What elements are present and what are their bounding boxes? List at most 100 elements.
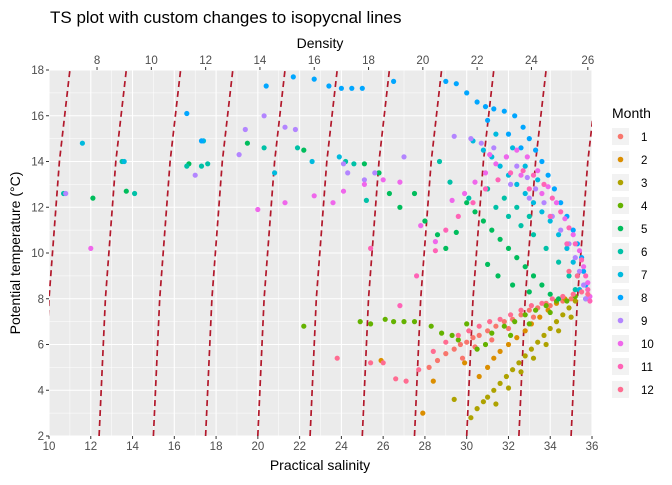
series-4 bbox=[301, 293, 578, 352]
grid-lines bbox=[48, 69, 593, 437]
data-point bbox=[261, 113, 267, 119]
data-point bbox=[472, 179, 478, 185]
data-point bbox=[541, 181, 547, 187]
data-point bbox=[453, 229, 459, 235]
data-point bbox=[520, 168, 526, 174]
data-point bbox=[489, 330, 495, 336]
data-point bbox=[535, 339, 541, 345]
data-point bbox=[549, 195, 555, 201]
data-point bbox=[514, 335, 520, 341]
legend-swatch bbox=[617, 225, 624, 232]
data-point bbox=[518, 307, 524, 313]
data-point bbox=[501, 319, 507, 325]
data-point bbox=[311, 193, 317, 199]
data-point bbox=[547, 309, 553, 316]
data-point bbox=[338, 85, 344, 91]
data-point bbox=[470, 200, 476, 206]
isopycnal-line bbox=[256, 70, 286, 436]
data-point bbox=[547, 291, 553, 297]
data-point bbox=[535, 177, 541, 183]
data-point bbox=[393, 376, 399, 382]
data-point bbox=[579, 289, 585, 295]
data-point bbox=[524, 174, 530, 181]
density-tick-label: 8 bbox=[94, 55, 100, 67]
data-point bbox=[345, 170, 351, 176]
data-point bbox=[497, 163, 503, 169]
data-point bbox=[326, 83, 332, 89]
data-point bbox=[560, 293, 566, 300]
isopycnal-line bbox=[518, 70, 547, 436]
y-tick-label: 16 bbox=[31, 111, 44, 123]
data-point bbox=[547, 303, 553, 309]
data-point bbox=[372, 170, 378, 176]
data-point bbox=[401, 154, 407, 160]
isopycnal-line bbox=[49, 70, 71, 318]
x-tick-label: 32 bbox=[502, 441, 515, 453]
data-point bbox=[491, 387, 497, 393]
data-point bbox=[493, 131, 499, 137]
data-point bbox=[464, 339, 470, 345]
data-point bbox=[526, 307, 532, 313]
data-point bbox=[474, 99, 480, 105]
isopycnal-group bbox=[49, 70, 592, 436]
x-tick-label: 26 bbox=[377, 441, 390, 453]
legend-swatch bbox=[617, 156, 624, 163]
data-point bbox=[236, 152, 242, 158]
data-point bbox=[263, 83, 269, 89]
data-point bbox=[530, 314, 537, 320]
data-point bbox=[518, 369, 524, 375]
x-tick-label: 10 bbox=[43, 441, 56, 453]
data-point bbox=[522, 163, 528, 169]
x-tick-label: 30 bbox=[460, 441, 473, 453]
x-tick-label: 12 bbox=[84, 441, 97, 453]
data-point bbox=[587, 298, 593, 304]
y-tick-label: 18 bbox=[31, 65, 44, 77]
data-point bbox=[576, 248, 583, 254]
data-point bbox=[514, 204, 520, 210]
data-point bbox=[497, 316, 503, 322]
data-point bbox=[309, 158, 315, 165]
legend-title: Month bbox=[612, 105, 651, 121]
data-point bbox=[508, 170, 514, 176]
data-point bbox=[430, 378, 436, 384]
data-point bbox=[79, 140, 85, 146]
data-point bbox=[508, 312, 514, 318]
data-point bbox=[522, 190, 528, 197]
data-point bbox=[485, 328, 491, 334]
data-point bbox=[462, 190, 468, 197]
data-point bbox=[368, 321, 374, 327]
legend-label: 7 bbox=[641, 270, 647, 282]
data-point bbox=[184, 163, 190, 169]
data-point bbox=[503, 154, 509, 160]
data-point bbox=[539, 209, 545, 215]
isopycnal-line bbox=[152, 70, 182, 436]
data-point bbox=[543, 245, 549, 251]
data-point bbox=[123, 188, 129, 194]
legend-label: 9 bbox=[641, 316, 647, 328]
data-point bbox=[495, 177, 501, 183]
data-point bbox=[485, 394, 491, 400]
y-tick-label: 12 bbox=[31, 202, 44, 214]
data-point bbox=[426, 364, 432, 370]
data-point bbox=[411, 319, 418, 325]
data-point bbox=[539, 190, 545, 197]
series-7 bbox=[79, 131, 583, 293]
x-tick-label: 16 bbox=[168, 441, 181, 453]
data-point bbox=[468, 136, 474, 142]
data-point bbox=[541, 332, 547, 338]
data-point bbox=[451, 346, 457, 352]
data-point bbox=[301, 323, 307, 329]
data-point bbox=[564, 298, 570, 304]
data-point bbox=[547, 325, 553, 332]
data-point bbox=[468, 415, 474, 421]
secondary-x-axis-title: Density bbox=[297, 35, 344, 51]
legend-swatch bbox=[617, 179, 624, 186]
data-point bbox=[539, 158, 545, 165]
data-point bbox=[391, 78, 397, 84]
data-point bbox=[447, 179, 453, 185]
data-point bbox=[184, 110, 190, 117]
data-point bbox=[476, 373, 482, 380]
data-point bbox=[526, 195, 532, 201]
density-tick-label: 26 bbox=[581, 55, 594, 67]
data-point bbox=[572, 298, 578, 304]
